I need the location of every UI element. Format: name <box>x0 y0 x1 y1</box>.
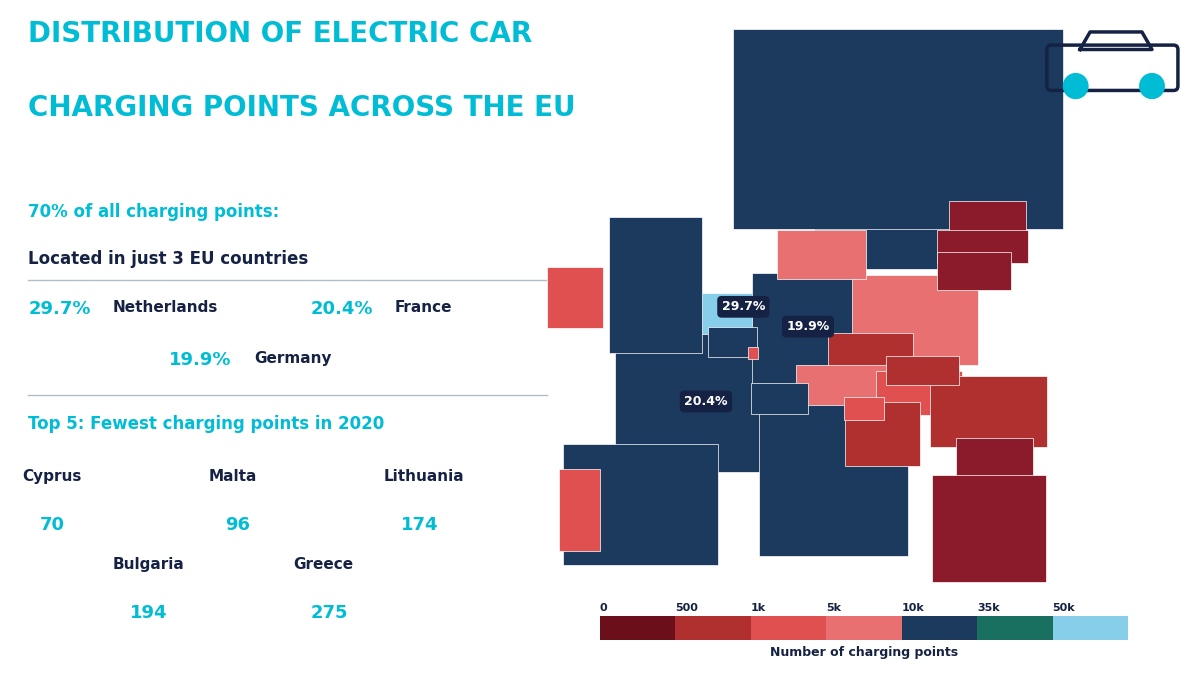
Bar <box>616 334 776 472</box>
Text: DISTRIBUTION OF ELECTRIC CAR: DISTRIBUTION OF ELECTRIC CAR <box>29 20 533 48</box>
Bar <box>845 402 920 466</box>
Text: Cyprus: Cyprus <box>23 469 82 484</box>
Bar <box>708 327 757 357</box>
Bar <box>901 616 977 640</box>
Text: Lithuania: Lithuania <box>384 469 464 484</box>
Bar <box>932 475 1045 582</box>
Text: 20.4%: 20.4% <box>684 395 727 408</box>
Text: Bulgaria: Bulgaria <box>113 557 185 572</box>
Bar <box>827 616 901 640</box>
Bar <box>930 375 1046 448</box>
Text: 174: 174 <box>401 516 438 535</box>
Bar <box>977 616 1052 640</box>
Bar <box>751 616 827 640</box>
Text: 275: 275 <box>311 604 348 622</box>
Bar <box>1052 616 1128 640</box>
Bar <box>733 29 1063 229</box>
Bar <box>665 293 767 339</box>
Text: 1k: 1k <box>751 603 766 613</box>
Text: 29.7%: 29.7% <box>29 300 91 319</box>
Text: 70: 70 <box>40 516 65 535</box>
Bar <box>828 333 912 371</box>
Text: 10k: 10k <box>901 603 924 613</box>
Text: 29.7%: 29.7% <box>721 300 764 313</box>
Bar <box>608 217 702 352</box>
Bar <box>751 383 808 414</box>
Bar <box>563 444 719 565</box>
Text: 96: 96 <box>226 516 251 535</box>
Text: France: France <box>395 300 452 315</box>
Bar <box>876 371 962 415</box>
Bar <box>547 267 602 328</box>
Bar <box>887 356 959 385</box>
Bar <box>752 273 864 391</box>
Bar <box>852 275 978 365</box>
Bar <box>949 201 1026 235</box>
Text: Located in just 3 EU countries: Located in just 3 EU countries <box>29 250 308 268</box>
Bar <box>937 252 1010 290</box>
Bar <box>749 346 758 358</box>
Bar <box>956 438 1033 484</box>
Text: Germany: Germany <box>254 351 331 366</box>
Text: 194: 194 <box>130 604 167 622</box>
Bar <box>559 468 600 551</box>
Text: Greece: Greece <box>293 557 354 572</box>
Bar <box>796 365 892 404</box>
Text: Number of charging points: Number of charging points <box>770 647 958 659</box>
Text: 19.9%: 19.9% <box>169 351 232 369</box>
Text: 0: 0 <box>600 603 607 613</box>
Text: 70% of all charging points:: 70% of all charging points: <box>29 202 280 221</box>
Bar <box>926 43 1063 200</box>
Bar <box>676 616 751 640</box>
Text: 19.9%: 19.9% <box>786 320 829 333</box>
Text: Netherlands: Netherlands <box>113 300 218 315</box>
Text: 35k: 35k <box>977 603 1000 613</box>
Circle shape <box>1140 74 1164 99</box>
Bar <box>760 394 907 556</box>
Text: 5k: 5k <box>827 603 841 613</box>
Text: 500: 500 <box>676 603 698 613</box>
Circle shape <box>1063 74 1088 99</box>
Text: 20.4%: 20.4% <box>311 300 373 319</box>
Bar <box>844 397 884 420</box>
Text: Top 5: Fewest charging points in 2020: Top 5: Fewest charging points in 2020 <box>29 415 384 433</box>
Bar <box>815 59 976 269</box>
Bar <box>937 230 1028 263</box>
Text: Malta: Malta <box>209 469 257 484</box>
Bar <box>600 616 676 640</box>
Bar <box>776 230 866 279</box>
Text: CHARGING POINTS ACROSS THE EU: CHARGING POINTS ACROSS THE EU <box>29 95 576 122</box>
Text: 50k: 50k <box>1052 603 1075 613</box>
